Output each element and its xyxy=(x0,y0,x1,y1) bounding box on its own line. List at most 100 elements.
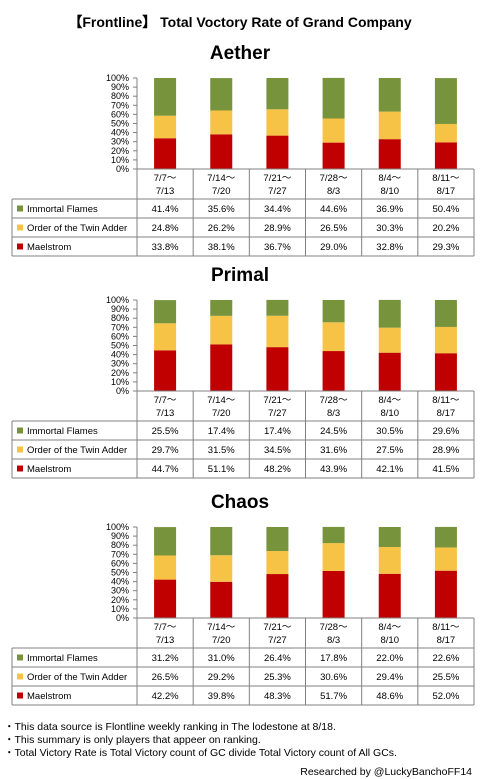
data-label: 27.5% xyxy=(376,445,403,456)
data-label: 32.8% xyxy=(376,242,403,253)
data-label: 42.1% xyxy=(376,464,403,475)
x-tick-label: 8/10 xyxy=(381,635,400,646)
x-tick-label: 8/17 xyxy=(437,635,456,646)
bar xyxy=(322,570,345,618)
x-tick-label: 7/7～ xyxy=(154,395,177,406)
bar xyxy=(154,579,177,618)
x-tick-label: 7/27 xyxy=(268,186,287,197)
y-tick-label: 20% xyxy=(111,146,129,156)
bar xyxy=(322,543,345,571)
bar xyxy=(434,526,457,548)
bar xyxy=(266,574,289,618)
data-label: 26.2% xyxy=(208,223,235,234)
bar xyxy=(322,351,345,391)
x-tick-label: 8/17 xyxy=(437,408,456,419)
data-label: 30.5% xyxy=(376,426,403,437)
data-label: 28.9% xyxy=(264,223,291,234)
data-label: 29.0% xyxy=(320,242,347,253)
note-line: ・Total Victory Rate is Total Victory cou… xyxy=(4,747,397,759)
x-tick-label: 8/4～ xyxy=(378,622,401,633)
data-label: 24.8% xyxy=(152,223,179,234)
bar xyxy=(434,123,457,143)
y-tick-label: 50% xyxy=(111,341,129,351)
y-tick-label: 0% xyxy=(116,386,129,396)
y-tick-label: 80% xyxy=(111,91,129,101)
x-tick-label: 8/10 xyxy=(381,408,400,419)
x-tick-label: 7/13 xyxy=(156,408,175,419)
data-label: 24.5% xyxy=(320,426,347,437)
chart-aether: 0%10%20%30%40%50%60%70%80%90%100% 7/7～ 7/1… xyxy=(11,73,475,257)
x-tick-label: 8/10 xyxy=(381,186,400,197)
legend-label: Maelstrom xyxy=(27,464,71,475)
y-tick-label: 100% xyxy=(106,522,129,532)
data-label: 50.4% xyxy=(432,204,459,215)
notes: ・This data source is Flontline weekly ra… xyxy=(4,721,397,760)
page-title: 【Frontline】 Total Voctory Rate of Grand … xyxy=(68,14,412,30)
bar xyxy=(322,118,345,143)
data-label: 29.2% xyxy=(208,672,235,683)
bar xyxy=(210,344,233,391)
x-tick-label: 8/4～ xyxy=(378,173,401,184)
data-label: 31.2% xyxy=(152,653,179,664)
chart-title-primal: Primal xyxy=(210,265,270,286)
data-label: 31.0% xyxy=(208,653,235,664)
legend-swatch xyxy=(17,224,23,231)
y-tick-label: 40% xyxy=(111,577,129,587)
bar xyxy=(154,350,177,391)
bar xyxy=(266,78,289,110)
data-label: 22.6% xyxy=(432,653,459,664)
bar xyxy=(322,322,345,352)
bar xyxy=(434,570,457,618)
legend-swatch xyxy=(17,654,23,661)
bar xyxy=(154,115,177,139)
y-tick-label: 70% xyxy=(111,549,129,559)
x-tick-label: 7/21～ xyxy=(263,395,291,406)
bar xyxy=(154,138,177,169)
x-tick-label: 7/20 xyxy=(212,635,231,646)
data-label: 29.3% xyxy=(432,242,459,253)
x-tick-label: 7/13 xyxy=(156,635,175,646)
chart-title-aether: Aether xyxy=(209,43,271,64)
x-tick-label: 7/14～ xyxy=(207,622,235,633)
chart-chaos: 0%10%20%30%40%50%60%70%80%90%100% 7/7～ 7/1… xyxy=(11,522,475,706)
y-tick-label: 70% xyxy=(111,100,129,110)
bar xyxy=(210,78,233,111)
data-label: 51.7% xyxy=(320,691,347,702)
x-tick-label: 7/20 xyxy=(212,186,231,197)
data-label: 43.9% xyxy=(320,464,347,475)
note-line: ・This summary is only players that appee… xyxy=(4,734,261,746)
data-label: 33.8% xyxy=(152,242,179,253)
x-tick-label: 8/11～ xyxy=(432,173,460,184)
y-tick-label: 60% xyxy=(111,109,129,119)
bar xyxy=(266,299,289,316)
y-tick-label: 10% xyxy=(111,604,129,614)
data-label: 34.4% xyxy=(264,204,291,215)
y-tick-label: 60% xyxy=(111,331,129,341)
data-label: 25.5% xyxy=(152,426,179,437)
x-tick-label: 7/27 xyxy=(268,635,287,646)
data-label: 35.6% xyxy=(208,204,235,215)
x-tick-label: 7/14～ xyxy=(207,173,235,184)
y-tick-label: 0% xyxy=(116,164,129,174)
data-label: 28.9% xyxy=(432,445,459,456)
legend-swatch xyxy=(17,205,23,212)
data-label: 31.6% xyxy=(320,445,347,456)
bar xyxy=(154,323,177,351)
bar xyxy=(322,300,345,323)
data-label: 22.0% xyxy=(376,653,403,664)
legend-label: Immortal Flames xyxy=(27,204,98,215)
x-tick-label: 7/14～ xyxy=(207,395,235,406)
data-label: 38.1% xyxy=(208,242,235,253)
data-label: 25.3% xyxy=(264,672,291,683)
bar xyxy=(378,78,401,112)
y-tick-label: 40% xyxy=(111,350,129,360)
y-tick-label: 90% xyxy=(111,531,129,541)
legend-swatch xyxy=(17,446,23,453)
x-tick-label: 8/3 xyxy=(327,635,340,646)
bar xyxy=(210,527,233,556)
x-tick-label: 7/28～ xyxy=(320,622,348,633)
x-tick-label: 7/7～ xyxy=(154,173,177,184)
x-tick-label: 7/21～ xyxy=(263,622,291,633)
bar xyxy=(154,300,177,324)
data-label: 36.9% xyxy=(376,204,403,215)
